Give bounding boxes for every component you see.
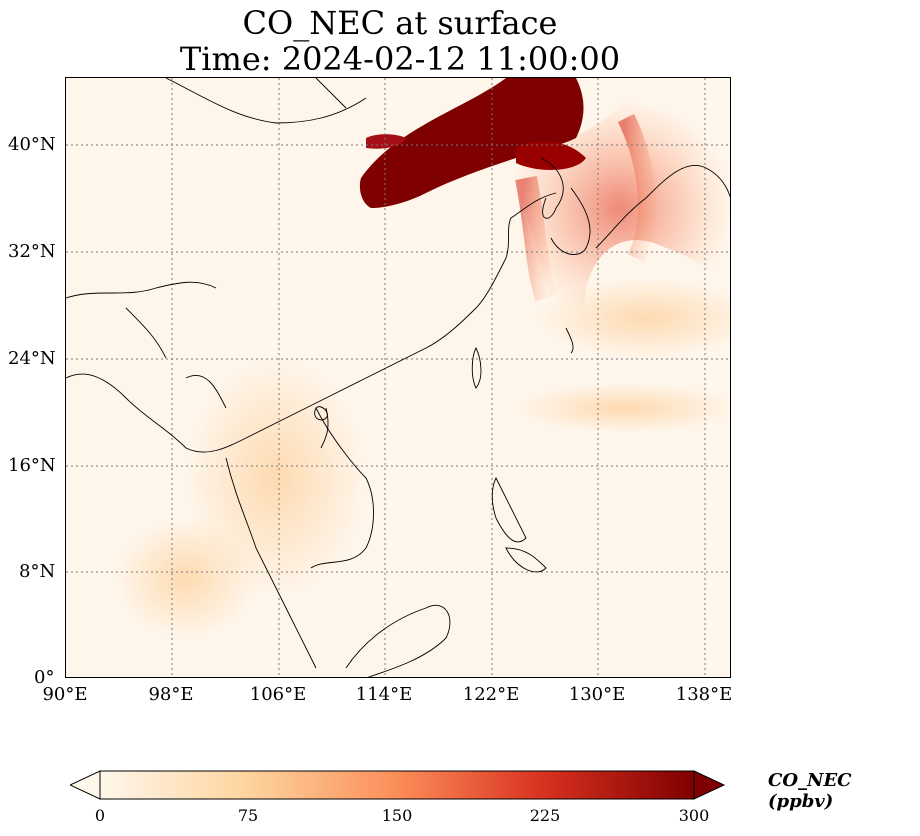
lon-tick-label: 138°E: [675, 684, 733, 705]
colorbar-tick-label: 225: [529, 806, 561, 825]
co-plume-core: [359, 78, 584, 208]
lat-tick-label: 0°: [34, 667, 55, 688]
title-line-1: CO_NEC at surface: [242, 4, 558, 42]
co-plume-streak: [515, 175, 557, 302]
lon-tick-label: 114°E: [355, 684, 413, 705]
colorbar-extend-max: [693, 770, 726, 800]
co-plume-core: [516, 141, 586, 170]
lon-tick-label: 106°E: [249, 684, 307, 705]
lon-tick-label: 90°E: [42, 684, 88, 705]
lon-tick-label: 98°E: [148, 684, 194, 705]
colorbar-extend-min: [70, 770, 101, 800]
lat-tick-label: 24°N: [8, 348, 56, 369]
colorbar: [70, 770, 726, 800]
concentration-patch: [516, 383, 730, 433]
colorbar-tick-label: 150: [381, 806, 413, 825]
colorbar-body: [99, 770, 695, 800]
colorbar-tick-label: 75: [237, 806, 259, 825]
lat-tick-label: 8°N: [19, 561, 56, 582]
lat-tick-label: 16°N: [8, 455, 56, 476]
co-plume-streak: [617, 113, 656, 263]
title-line-2: Time: 2024-02-12 11:00:00: [179, 40, 621, 78]
lon-tick-label: 130°E: [568, 684, 626, 705]
lat-tick-label: 40°N: [8, 134, 56, 155]
colorbar-label: CO_NEC (ppbv): [768, 770, 852, 812]
coastlines: [66, 78, 730, 677]
map-svg: [66, 78, 730, 677]
colorbar-tick-label: 0: [94, 806, 106, 825]
lat-tick-label: 32°N: [8, 241, 56, 262]
map-panel: [65, 77, 731, 678]
gridlines: [66, 78, 730, 677]
colorbar-tick-label: 300: [678, 806, 710, 825]
concentration-patch: [116, 518, 256, 638]
lon-tick-label: 122°E: [462, 684, 520, 705]
